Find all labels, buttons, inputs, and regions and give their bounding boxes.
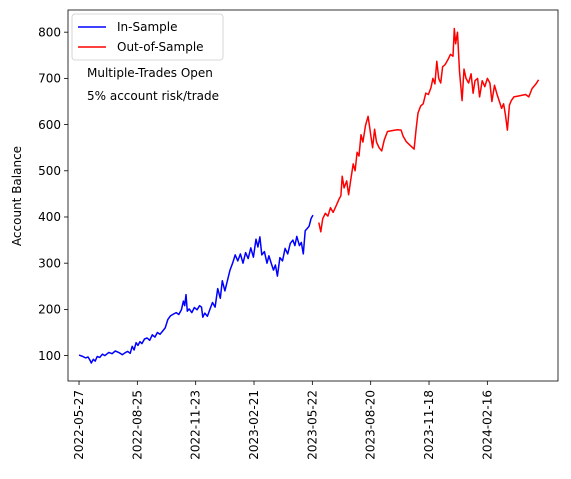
y-tick-label: 600: [38, 118, 61, 132]
annotation-risk: 5% account risk/trade: [87, 89, 219, 103]
x-tick-label: 2023-08-20: [364, 390, 378, 460]
x-tick-label: 2023-02-21: [247, 390, 261, 460]
y-tick-label: 100: [38, 349, 61, 363]
x-axis: 2022-05-27 2022-08-25 2022-11-23 2023-02-21…: [72, 381, 494, 460]
y-tick-label: 200: [38, 303, 61, 317]
y-tick-label: 300: [38, 256, 61, 270]
annotation-trades-open: Multiple-Trades Open: [87, 66, 213, 80]
y-tick-label: 700: [38, 72, 61, 86]
legend-label-out-of-sample: Out-of-Sample: [117, 40, 204, 54]
y-axis-label: Account Balance: [10, 146, 24, 246]
x-tick-label: 2023-11-18: [422, 390, 436, 460]
legend-box: [71, 13, 224, 61]
series-line-in-sample: [78, 214, 314, 364]
legend: In-Sample Out-of-Sample: [71, 13, 224, 61]
y-tick-label: 500: [38, 164, 61, 178]
x-tick-label: 2022-05-27: [72, 390, 86, 460]
y-tick-label: 400: [38, 210, 61, 224]
x-tick-label: 2022-08-25: [130, 390, 144, 460]
x-tick-label: 2024-02-16: [480, 390, 494, 460]
y-tick-label: 800: [38, 25, 61, 39]
series-line-out-of-sample: [318, 27, 540, 233]
series-layer: [78, 27, 540, 364]
legend-label-in-sample: In-Sample: [117, 20, 177, 34]
x-tick-label: 2023-05-22: [305, 390, 319, 460]
x-tick-label: 2022-11-23: [189, 390, 203, 460]
plot-frame: [67, 9, 559, 382]
y-axis: 100 200 300 400 500 600 700 800: [38, 25, 68, 363]
